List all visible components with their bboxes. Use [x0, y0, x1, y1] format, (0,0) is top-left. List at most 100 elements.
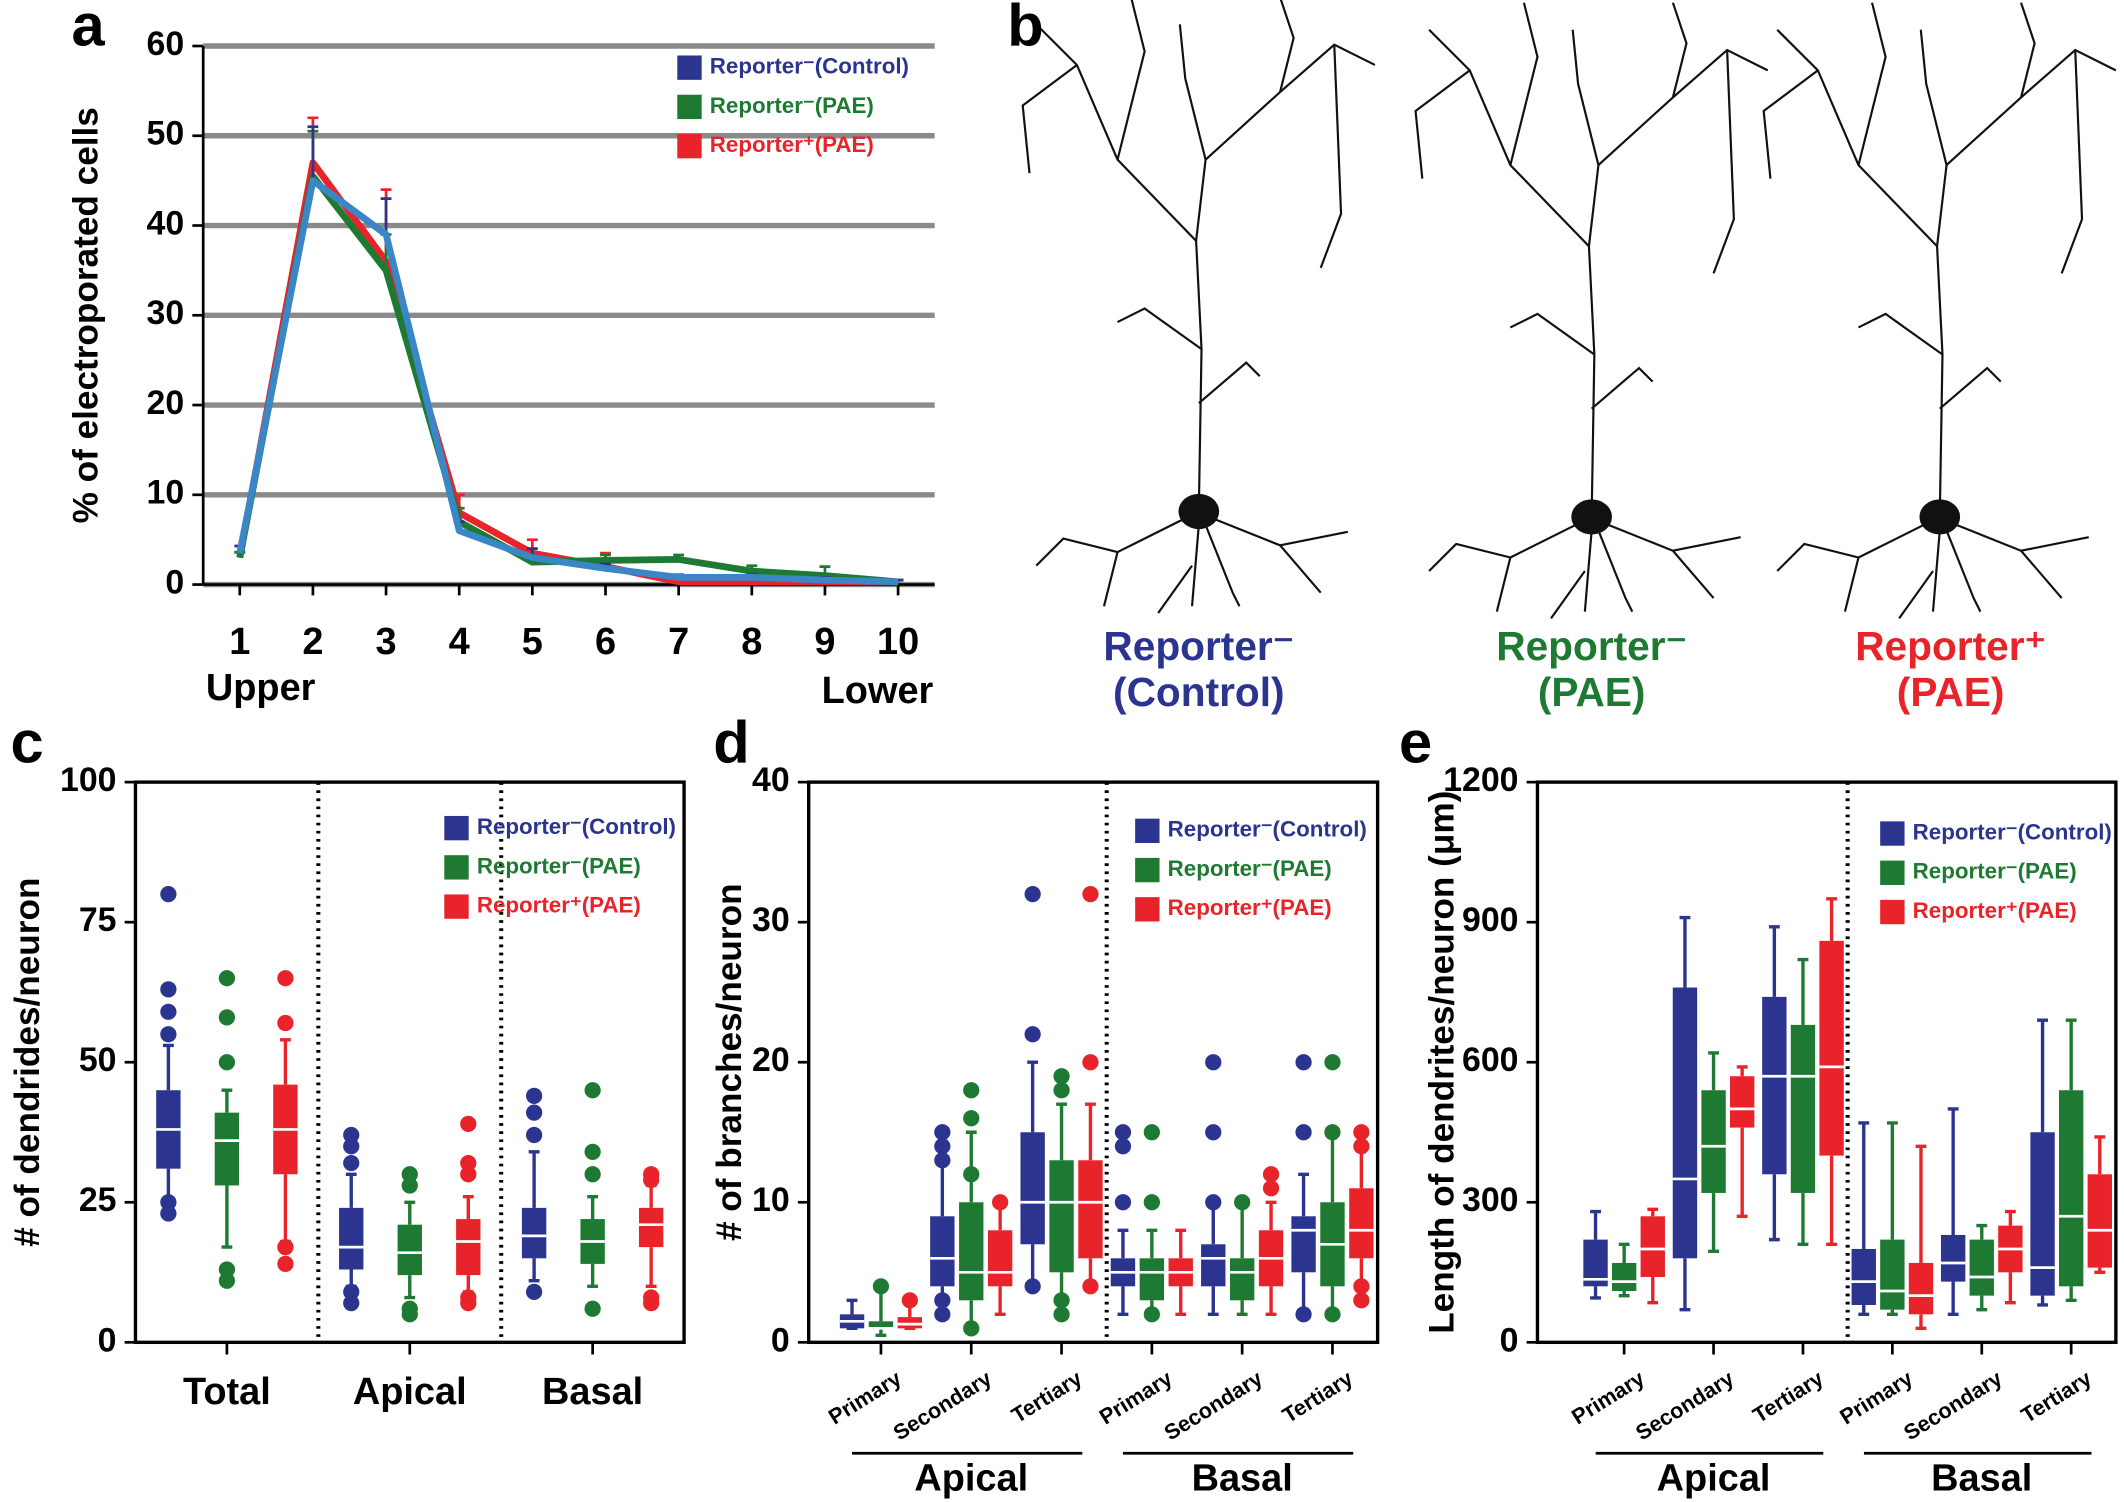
y-tick-label: 900 — [1462, 901, 1518, 939]
series-line — [236, 172, 899, 586]
legend-label: Reporter⁻(PAE) — [477, 853, 641, 878]
outlier — [160, 981, 177, 998]
x-tick-label: Secondary — [1899, 1365, 2006, 1445]
x-tick-label: Basal — [542, 1371, 643, 1413]
outlier — [934, 1124, 951, 1141]
outlier — [1143, 1124, 1160, 1141]
outlier — [525, 1283, 543, 1301]
outlier — [963, 1110, 980, 1127]
cell-name: Reporter⁻ — [1103, 623, 1294, 669]
whisker-high — [1027, 1060, 1039, 1133]
whisker-high — [2094, 1135, 2106, 1175]
y-tick-label: 10 — [752, 1181, 790, 1219]
box — [2030, 1132, 2055, 1296]
box — [868, 1321, 894, 1329]
outlier — [401, 1166, 418, 1183]
panel-letter: b — [1007, 0, 1043, 58]
panel-letter: a — [71, 0, 105, 58]
whisker-high — [1947, 1107, 1959, 1235]
outlier — [1053, 1068, 1070, 1085]
box — [1349, 1188, 1374, 1259]
outlier — [1353, 1278, 1370, 1295]
x-tick-label: Total — [183, 1371, 271, 1413]
box — [1229, 1258, 1255, 1301]
y-tick-label: 40 — [752, 761, 790, 799]
whisker-high — [1976, 1223, 1988, 1240]
legend-label: Reporter⁻(PAE) — [710, 93, 874, 118]
whisker-low — [1915, 1314, 1927, 1331]
whisker-high — [2004, 1209, 2016, 1226]
whisker-low — [528, 1258, 540, 1283]
x-tick-label: 7 — [668, 621, 689, 663]
box — [1291, 1216, 1316, 1273]
annotation: Upper — [206, 667, 316, 709]
box — [397, 1224, 422, 1276]
outlier — [1082, 1054, 1099, 1071]
legend-swatch — [677, 133, 702, 159]
box — [1819, 940, 1844, 1156]
whisker-high — [1858, 1121, 1870, 1249]
x-tick-label: 4 — [449, 621, 470, 663]
outlier — [584, 1082, 601, 1099]
outlier — [872, 1278, 890, 1295]
panel-letter: c — [11, 709, 44, 776]
legend-swatch — [1135, 857, 1160, 883]
legend-label: Reporter⁺(PAE) — [1168, 895, 1332, 920]
outlier — [343, 1283, 360, 1301]
cell-name: Reporter⁺ — [1855, 623, 2046, 669]
whisker-low — [2037, 1295, 2048, 1307]
whisker-high — [1915, 1144, 1927, 1263]
x-tick-label: Secondary — [889, 1365, 996, 1445]
whisker-low — [345, 1269, 357, 1288]
group-label: Apical — [914, 1457, 1028, 1499]
whisker-low — [1976, 1295, 1988, 1312]
box — [638, 1207, 664, 1248]
legend-swatch — [677, 94, 702, 120]
whisker-low — [1797, 1192, 1809, 1246]
whisker-low — [1647, 1276, 1659, 1305]
outlier — [1082, 886, 1099, 903]
outlier — [218, 970, 236, 987]
legend-swatch — [1880, 899, 1905, 925]
whisker-low — [1236, 1300, 1248, 1317]
y-tick-label: 40 — [147, 204, 185, 242]
y-tick-label: 50 — [79, 1041, 117, 1079]
outlier — [1295, 1054, 1312, 1071]
neuron-drawing — [1414, 1, 1769, 620]
outlier — [1053, 1292, 1070, 1309]
outlier — [1024, 886, 1041, 903]
cell-condition: (Control) — [1113, 669, 1284, 715]
box — [1640, 1216, 1665, 1277]
whisker-high — [462, 1194, 474, 1220]
whisker-low — [587, 1263, 599, 1288]
outlier — [1295, 1306, 1312, 1323]
x-tick-label: Apical — [353, 1371, 467, 1413]
y-tick-label: 75 — [79, 901, 117, 939]
whisker-low — [1117, 1286, 1129, 1317]
y-tick-label: 20 — [147, 384, 185, 422]
cell-name: Reporter⁻ — [1496, 623, 1687, 669]
outlier — [643, 1289, 660, 1306]
y-tick-label: 100 — [60, 761, 116, 799]
whisker-low — [2004, 1272, 2016, 1305]
whisker-high — [1797, 957, 1809, 1025]
whisker-high — [1708, 1051, 1719, 1091]
whisker-low — [1618, 1290, 1630, 1298]
x-tick-label: Tertiary — [1007, 1365, 1086, 1427]
whisker-high — [1236, 1200, 1248, 1259]
y-tick-label: 50 — [147, 115, 185, 153]
box — [2087, 1174, 2112, 1268]
y-tick-label: 600 — [1462, 1041, 1518, 1079]
outlier — [1053, 1082, 1070, 1099]
y-axis-label: # of branches/neuron — [710, 883, 749, 1241]
whisker-high — [846, 1298, 858, 1315]
outlier — [1262, 1166, 1280, 1183]
outlier — [160, 886, 177, 903]
legend-swatch — [444, 894, 469, 919]
outlier — [1205, 1124, 1222, 1141]
legend-label: Reporter⁻(PAE) — [1913, 859, 2077, 884]
box — [214, 1112, 240, 1186]
box — [1701, 1090, 1726, 1193]
y-tick-label: 0 — [771, 1321, 790, 1359]
